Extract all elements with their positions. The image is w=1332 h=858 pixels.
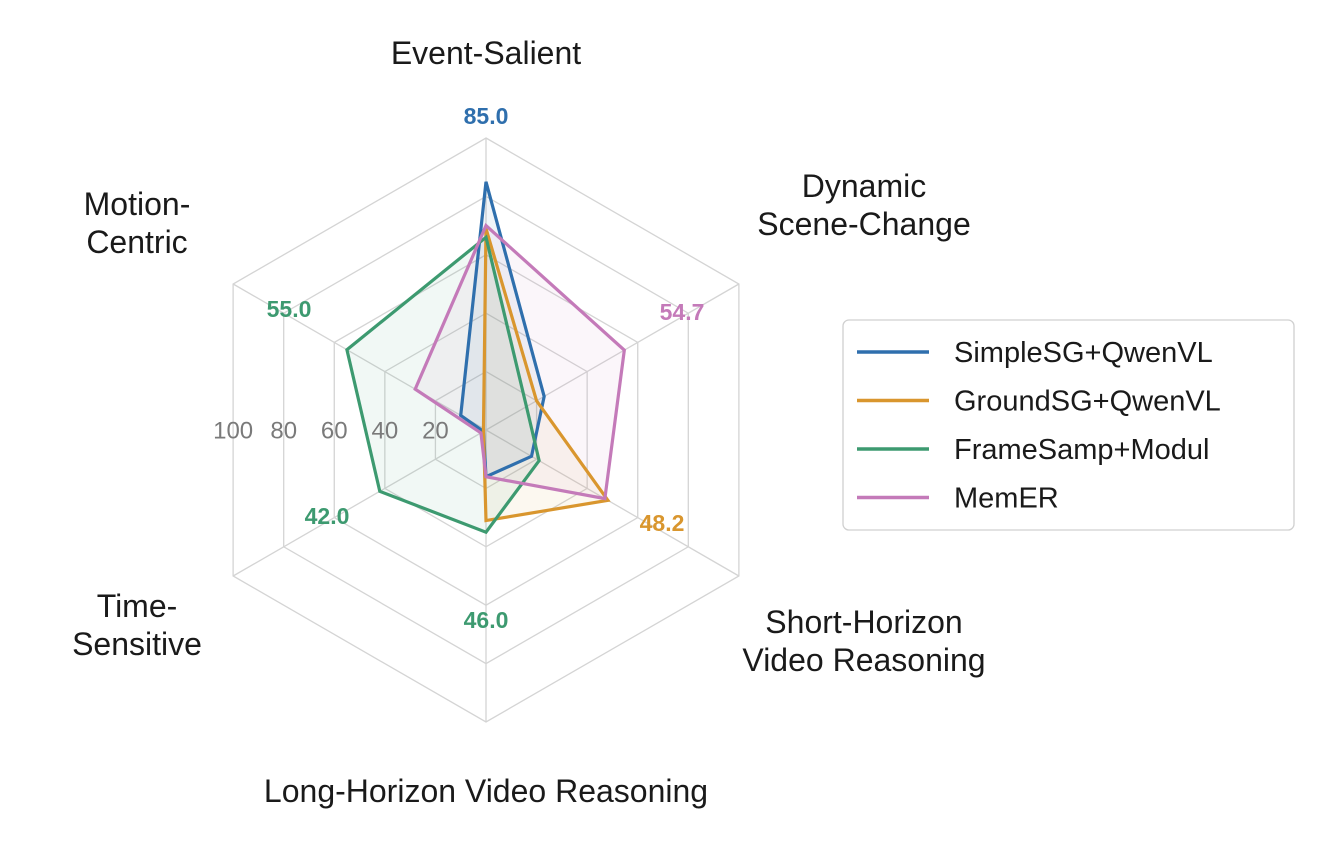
tick-label: 20 [422,418,449,445]
series-line [345,234,541,535]
value-label: 42.0 [305,503,350,529]
axis-labels: Event-Salient Dynamic Scene-Change Short-Ho… [72,35,986,809]
legend-label: FrameSamp+Modul [954,434,1209,466]
axis-label: Long-Horizon Video Reasoning [264,773,708,809]
axis-label-line: Long-Horizon Video Reasoning [264,773,708,809]
legend-frame [842,319,1295,531]
grid-spoke [485,283,740,431]
axis-label: Dynamic Scene-Change [757,168,970,242]
series-line [481,228,611,523]
series-fill [460,181,545,477]
series-fill [483,228,608,521]
grid-spoke [485,429,740,577]
value-label: 85.0 [464,103,509,129]
tick-label: 40 [371,418,398,445]
axis-label-line: Video Reasoning [742,642,985,678]
axis-label-line: Event-Salient [391,35,581,71]
axis-label-line: Sensitive [72,626,202,662]
axis-label-line: Dynamic [802,168,926,204]
grid-spoke [232,283,487,431]
radial-tick-labels: 20 40 60 80 100 [213,418,449,445]
axis-label-line: Scene-Change [757,206,970,242]
series-lines [345,181,627,535]
tick-label: 60 [321,418,348,445]
value-label: 54.7 [660,299,705,325]
axis-label: Event-Salient [391,35,581,71]
tick-label: 100 [213,418,253,445]
legend-label: SimpleSG+QwenVL [954,337,1213,369]
axis-label: Motion-Centric [84,186,191,260]
tick-label: 80 [270,418,297,445]
axis-label: Short-Horizon Video Reasoning [742,604,985,678]
axis-label-line: Short-Horizon [765,604,962,640]
axis-label: Time-Sensitive [72,588,202,662]
series-line [413,222,627,501]
series-fill [415,225,625,499]
value-label: 55.0 [267,296,312,322]
legend-label: GroundSG+QwenVL [954,386,1221,418]
axis-label-line: Motion- [84,186,191,222]
legend-label: MemER [954,483,1059,515]
grid-spoke [232,429,487,577]
axis-label-line: Time- [97,588,178,624]
value-label: 46.0 [464,607,509,633]
axis-label-line: Centric [86,224,187,260]
value-annotations: 85.0 54.7 48.2 46.0 42.0 55.0 [267,103,705,633]
legend: SimpleSG+QwenVL GroundSG+QwenVL FrameSamp+… [842,319,1295,531]
value-label: 48.2 [640,510,685,536]
